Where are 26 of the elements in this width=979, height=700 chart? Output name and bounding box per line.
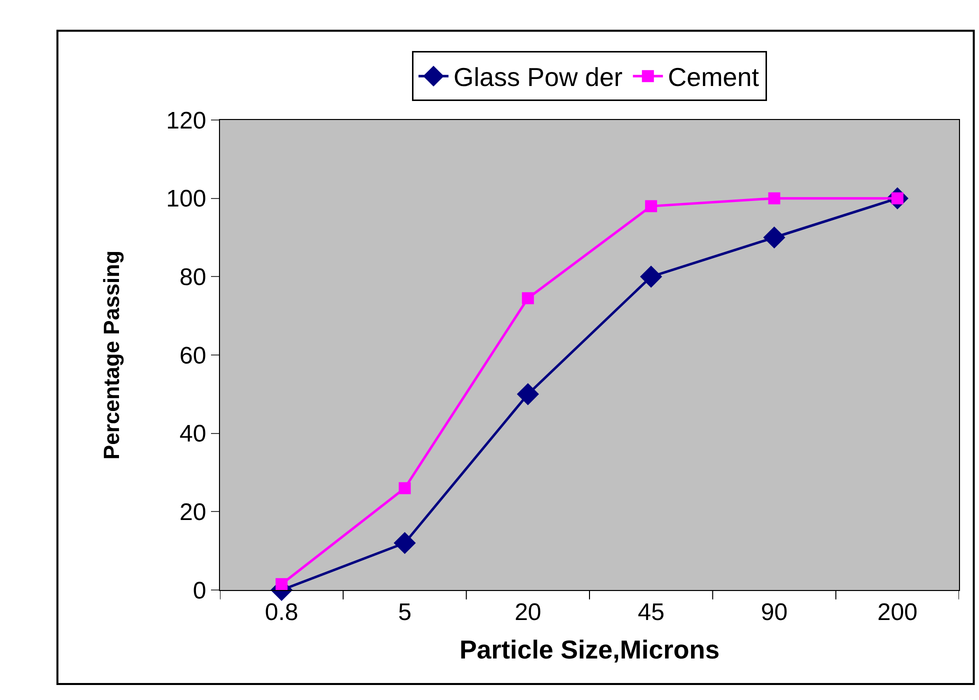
point [640, 266, 662, 288]
y-tick-label: 40 [179, 420, 206, 448]
legend-label: Glass Pow der [454, 62, 623, 92]
x-axis-title: Particle Size,Microns [459, 634, 720, 664]
x-tick-label: 5 [398, 598, 412, 626]
x-tick-label: 20 [514, 598, 542, 626]
legend-label: Cement [668, 62, 760, 92]
point [394, 532, 416, 554]
y-tick-label: 80 [179, 264, 206, 292]
y-tick-label: 20 [179, 499, 206, 526]
point [276, 578, 288, 590]
y-tick-label: 120 [166, 107, 206, 134]
y-tick-label: 60 [179, 342, 206, 370]
y-tick-label: 100 [166, 186, 206, 213]
point [398, 482, 411, 494]
x-tick-label: 90 [760, 598, 788, 626]
point [763, 226, 786, 249]
x-tick-label: 200 [877, 598, 918, 626]
point [516, 383, 539, 406]
y-tick-label: 0 [192, 577, 206, 604]
y-axis-title: Percentage Passing [98, 250, 124, 460]
point [522, 292, 534, 304]
point [768, 192, 780, 204]
x-tick-label: 0.8 [264, 598, 298, 626]
point [645, 200, 658, 212]
x-tick-label: 45 [638, 598, 664, 626]
